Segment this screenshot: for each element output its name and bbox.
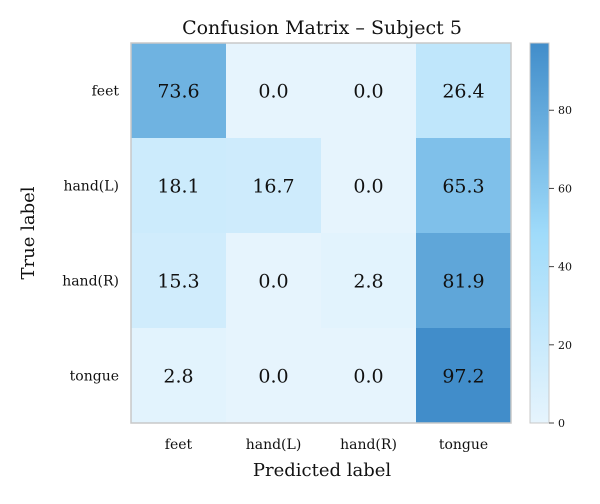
colorbar: 0 20 40 60 80 [529, 42, 572, 430]
heatmap-cell [131, 138, 227, 234]
colorbar-tick-label: 60 [558, 182, 572, 195]
heatmap-cell [416, 43, 512, 139]
y-tick-label: hand(R) [62, 274, 119, 290]
heatmap-cell [416, 138, 512, 234]
cell-value-label: 65.3 [442, 176, 484, 198]
cell-value-label: 81.9 [442, 271, 484, 293]
colorbar-tick-label: 0 [558, 417, 565, 430]
x-tick-label: feet [165, 437, 193, 453]
heatmap-cell [226, 138, 322, 234]
heatmap-cells [131, 43, 512, 424]
cell-value-label: 18.1 [157, 176, 199, 198]
heatmap-cell [226, 43, 322, 139]
plot-frame [130, 42, 512, 424]
heatmap-cell [226, 328, 322, 424]
cell-value-label: 73.6 [157, 81, 199, 103]
y-tick-label: feet [92, 84, 120, 100]
heatmap-cell [131, 328, 227, 424]
heatmap-cell [321, 43, 417, 139]
cell-value-label: 0.0 [353, 81, 383, 103]
x-axis-label: Predicted label [253, 460, 392, 481]
cell-value-label: 0.0 [258, 366, 288, 388]
heatmap-cell [416, 328, 512, 424]
heatmap-cell [416, 233, 512, 329]
y-tick-label: hand(L) [63, 179, 119, 195]
colorbar-gradient [529, 42, 550, 424]
heatmap-cell [226, 233, 322, 329]
heatmap-cell-values: 73.6 0.0 0.0 26.4 18.1 16.7 0.0 65.3 15.3 0.0 2.8 8… [157, 81, 484, 388]
x-tick-label: tongue [439, 437, 488, 453]
cell-value-label: 2.8 [163, 366, 193, 388]
heatmap-cell [321, 328, 417, 424]
cell-value-label: 0.0 [258, 81, 288, 103]
heatmap-cell [131, 43, 227, 139]
cell-value-label: 0.0 [258, 271, 288, 293]
colorbar-ticks: 0 20 40 60 80 [549, 104, 572, 430]
heatmap-cell [321, 233, 417, 329]
cell-value-label: 16.7 [252, 176, 294, 198]
x-tick-label: hand(R) [340, 437, 397, 453]
colorbar-tick-label: 20 [558, 339, 572, 352]
cell-value-label: 0.0 [353, 366, 383, 388]
x-tick-label: hand(L) [246, 437, 302, 453]
colorbar-tick-label: 80 [558, 104, 572, 117]
y-axis-label: True label [18, 186, 39, 279]
cell-value-label: 97.2 [442, 366, 484, 388]
y-tick-label: tongue [70, 369, 119, 385]
colorbar-tick-label: 40 [558, 261, 572, 274]
y-tick-labels: feet hand(L) hand(R) tongue [62, 84, 119, 385]
chart-title: Confusion Matrix – Subject 5 [182, 17, 462, 39]
heatmap-cell [131, 233, 227, 329]
cell-value-label: 2.8 [353, 271, 383, 293]
cell-value-label: 15.3 [157, 271, 199, 293]
cell-value-label: 26.4 [442, 81, 484, 103]
heatmap-cell [321, 138, 417, 234]
cell-value-label: 0.0 [353, 176, 383, 198]
x-tick-labels: feet hand(L) hand(R) tongue [165, 437, 488, 453]
